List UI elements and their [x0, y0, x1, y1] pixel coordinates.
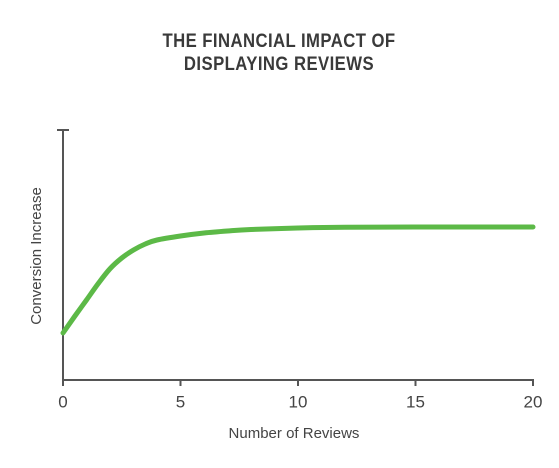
x-tick-label: 5	[176, 392, 185, 411]
x-tick-label: 15	[406, 392, 425, 411]
chart-title: THE FINANCIAL IMPACT OF	[162, 30, 395, 51]
x-axis-label: Number of Reviews	[229, 425, 360, 442]
x-tick-label: 10	[289, 392, 308, 411]
line	[60, 224, 536, 336]
chart-title: DISPLAYING REVIEWS	[184, 53, 374, 74]
y-axis-label: Conversion Increase	[28, 187, 45, 325]
x-tick-label: 20	[524, 392, 543, 411]
x-tick-label: 0	[58, 392, 67, 411]
